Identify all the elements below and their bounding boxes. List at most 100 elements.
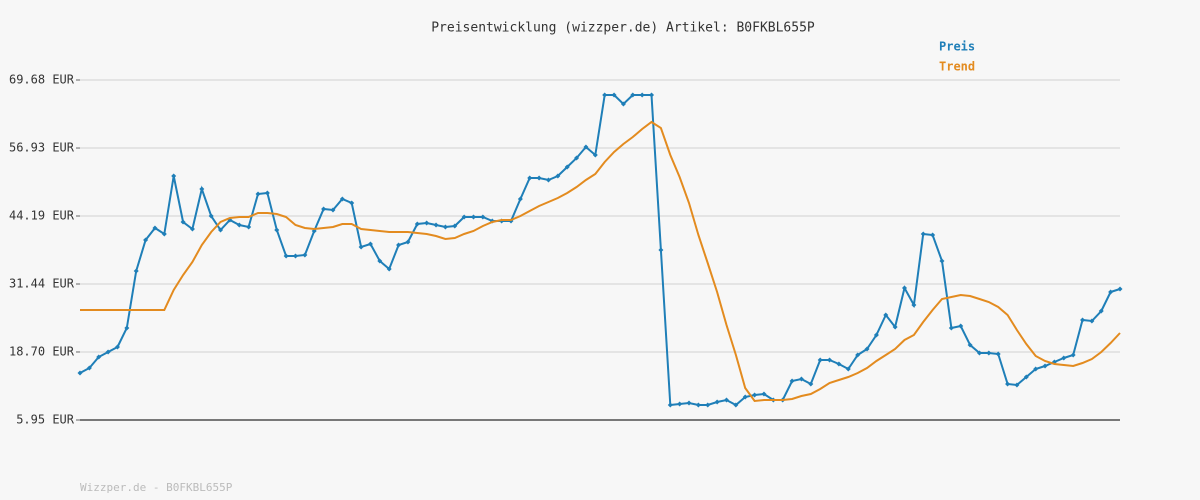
series-line xyxy=(80,120,1121,403)
footer: Wizzper.de - B0FKBL655P xyxy=(80,481,233,494)
y-tick-label: 56.93 EUR xyxy=(9,141,75,155)
point xyxy=(1042,363,1048,369)
point xyxy=(124,325,130,331)
point xyxy=(639,92,645,98)
point xyxy=(1098,308,1104,314)
point xyxy=(583,144,589,150)
point xyxy=(1089,318,1095,324)
point xyxy=(330,207,336,213)
point xyxy=(545,177,551,183)
point xyxy=(817,357,823,363)
point xyxy=(667,402,673,408)
point xyxy=(630,92,636,98)
point xyxy=(789,378,795,384)
point xyxy=(967,342,973,348)
point xyxy=(480,214,486,220)
point xyxy=(255,191,261,197)
point xyxy=(358,244,364,250)
point xyxy=(274,227,280,233)
point xyxy=(686,400,692,406)
point xyxy=(414,221,420,227)
point xyxy=(321,206,327,212)
point xyxy=(939,258,945,264)
point xyxy=(574,155,580,161)
point xyxy=(714,399,720,405)
point xyxy=(396,242,402,248)
legend-label: Preis xyxy=(939,40,975,54)
point xyxy=(105,349,111,355)
point xyxy=(592,152,598,158)
point xyxy=(424,220,430,226)
point xyxy=(827,357,833,363)
point xyxy=(377,258,383,264)
point xyxy=(855,352,861,358)
point xyxy=(798,376,804,382)
point xyxy=(199,186,205,192)
point xyxy=(986,350,992,356)
point xyxy=(246,224,252,230)
point xyxy=(292,253,298,259)
point xyxy=(442,224,448,230)
point xyxy=(658,247,664,253)
point xyxy=(405,239,411,245)
point xyxy=(920,231,926,237)
y-tick-label: 5.95 EUR xyxy=(16,413,75,427)
point xyxy=(873,332,879,338)
point xyxy=(349,200,355,206)
point xyxy=(677,401,683,407)
point xyxy=(883,312,889,318)
y-tick-label: 44.19 EUR xyxy=(9,208,75,222)
point xyxy=(189,226,195,232)
point xyxy=(264,190,270,196)
point xyxy=(1080,317,1086,323)
point xyxy=(742,394,748,400)
point xyxy=(171,173,177,179)
point xyxy=(152,225,158,231)
point xyxy=(386,266,392,272)
point xyxy=(695,402,701,408)
point xyxy=(555,173,561,179)
point xyxy=(705,402,711,408)
point xyxy=(892,324,898,330)
point xyxy=(958,323,964,329)
point xyxy=(517,196,523,202)
chart-title: Preisentwicklung (wizzper.de) Artikel: B… xyxy=(431,21,815,36)
point xyxy=(930,232,936,238)
point xyxy=(433,222,439,228)
point xyxy=(461,214,467,220)
point xyxy=(761,391,767,397)
point xyxy=(733,402,739,408)
legend-label: Trend xyxy=(939,60,975,74)
point xyxy=(836,361,842,367)
point xyxy=(995,351,1001,357)
point xyxy=(1033,366,1039,372)
point xyxy=(911,302,917,308)
point xyxy=(302,252,308,258)
point xyxy=(527,175,533,181)
point xyxy=(564,164,570,170)
point xyxy=(367,241,373,247)
point xyxy=(976,350,982,356)
point xyxy=(620,101,626,107)
point xyxy=(948,325,954,331)
point xyxy=(471,214,477,220)
point xyxy=(339,196,345,202)
point xyxy=(808,381,814,387)
point xyxy=(845,366,851,372)
point xyxy=(1108,289,1114,295)
point xyxy=(161,231,167,237)
point xyxy=(1117,286,1123,292)
point xyxy=(133,268,139,274)
point xyxy=(218,227,224,233)
point xyxy=(1023,374,1029,380)
point xyxy=(143,237,149,243)
y-tick-label: 31.44 EUR xyxy=(9,277,75,291)
point xyxy=(1070,352,1076,358)
point xyxy=(611,92,617,98)
point xyxy=(96,354,102,360)
point xyxy=(114,344,120,350)
point xyxy=(236,222,242,228)
